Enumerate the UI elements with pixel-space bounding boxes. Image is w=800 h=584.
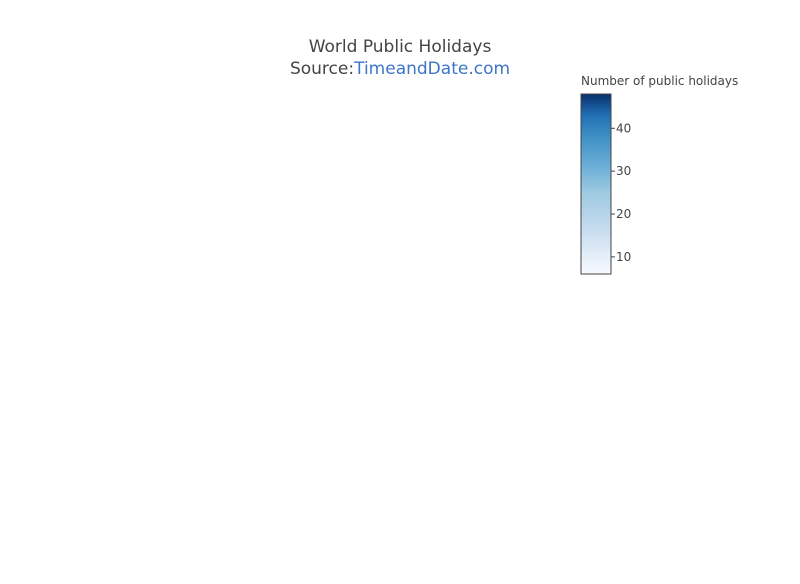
source-link[interactable]: TimeandDate.com	[354, 59, 511, 79]
colorbar: 10 20 30 40	[580, 93, 631, 275]
title-main: World Public Holidays	[308, 37, 492, 57]
colorbar-tick-label: 40	[616, 121, 631, 135]
colorbar-ticks: 10 20 30 40	[611, 121, 631, 264]
colorbar-tick-label: 30	[616, 164, 631, 178]
colorbar-title: Number of public holidays	[581, 74, 739, 88]
title-source-line: Source:TimeandDate.com	[0, 58, 800, 80]
colorbar-tick-label: 20	[616, 207, 631, 221]
colorbar-tick-label: 10	[616, 250, 631, 264]
chart-title: World Public Holidays Source:TimeandDate…	[0, 36, 800, 80]
colorbar-gradient	[580, 93, 612, 275]
source-prefix: Source:	[289, 59, 355, 79]
world-map[interactable]	[0, 90, 560, 560]
